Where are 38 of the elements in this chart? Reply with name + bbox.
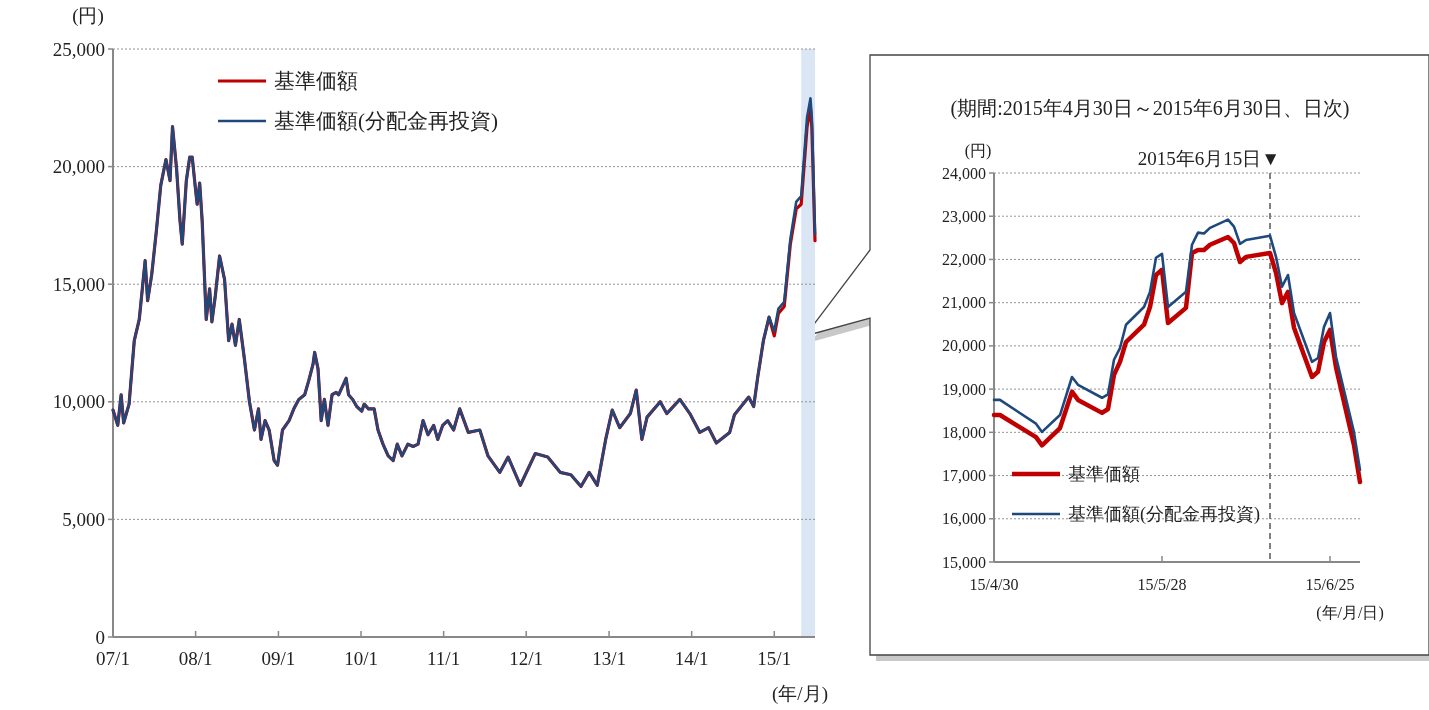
x-tick-label: 07/1	[96, 648, 130, 669]
y-tick-label: 22,000	[942, 250, 986, 268]
y-tick-label: 10,000	[52, 391, 105, 413]
y-tick-label: 20,000	[942, 337, 986, 355]
legend-label: 基準価額	[274, 69, 358, 93]
y-tick-label: 16,000	[942, 510, 986, 528]
chart-title: (期間:2015年4月30日～2015年6月30日、日次)	[950, 97, 1350, 120]
y-tick-label: 5,000	[62, 508, 105, 530]
y-tick-label: 20,000	[52, 156, 105, 178]
y-tick-label: 0	[95, 626, 105, 648]
y-tick-label: 19,000	[942, 380, 986, 398]
legend-label: 基準価額(分配金再投資)	[1068, 504, 1260, 525]
y-tick-label: 18,000	[942, 423, 986, 441]
y-tick-label: 23,000	[942, 207, 986, 225]
x-tick-label: 10/1	[344, 648, 378, 669]
y-tick-label: 15,000	[52, 273, 105, 295]
y-axis-title: (円)	[964, 142, 992, 160]
x-tick-label: 12/1	[509, 648, 544, 669]
x-axis-title: (年/月/日)	[1316, 604, 1384, 622]
y-tick-label: 15,000	[942, 553, 986, 571]
legend-label: 基準価額(分配金再投資)	[274, 109, 498, 133]
ref-line-label: 2015年6月15日▼	[1137, 148, 1280, 169]
y-tick-label: 25,000	[52, 38, 105, 60]
y-axis-title: (円)	[72, 5, 104, 27]
x-tick-label: 13/1	[592, 648, 626, 669]
x-tick-label: 09/1	[261, 648, 296, 669]
y-tick-label: 21,000	[942, 294, 986, 312]
legend-label: 基準価額	[1068, 464, 1140, 484]
x-tick-label: 14/1	[674, 648, 709, 669]
x-axis-title: (年/月)	[772, 683, 828, 705]
x-tick-label: 11/1	[427, 648, 461, 669]
x-tick-label: 08/1	[178, 648, 213, 669]
x-tick-label: 15/4/30	[969, 576, 1019, 593]
x-tick-label: 15/6/25	[1305, 576, 1355, 593]
x-tick-label: 15/1	[757, 648, 792, 669]
x-tick-label: 15/5/28	[1137, 576, 1187, 593]
y-tick-label: 17,000	[942, 467, 986, 485]
y-tick-label: 24,000	[942, 164, 986, 182]
